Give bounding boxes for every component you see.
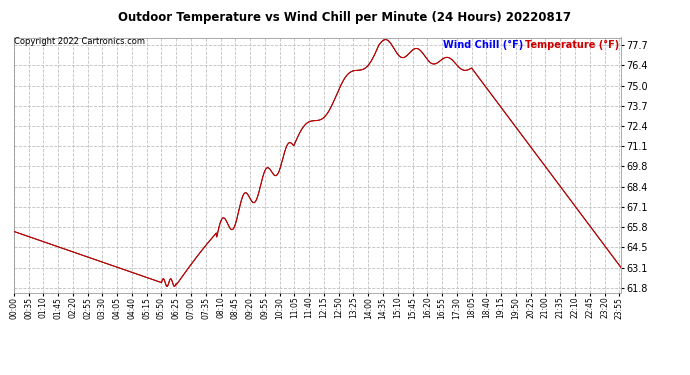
Legend: Wind Chill (°F), Temperature (°F): Wind Chill (°F), Temperature (°F) [442,39,619,50]
Text: Copyright 2022 Cartronics.com: Copyright 2022 Cartronics.com [14,38,145,46]
Text: Outdoor Temperature vs Wind Chill per Minute (24 Hours) 20220817: Outdoor Temperature vs Wind Chill per Mi… [119,11,571,24]
